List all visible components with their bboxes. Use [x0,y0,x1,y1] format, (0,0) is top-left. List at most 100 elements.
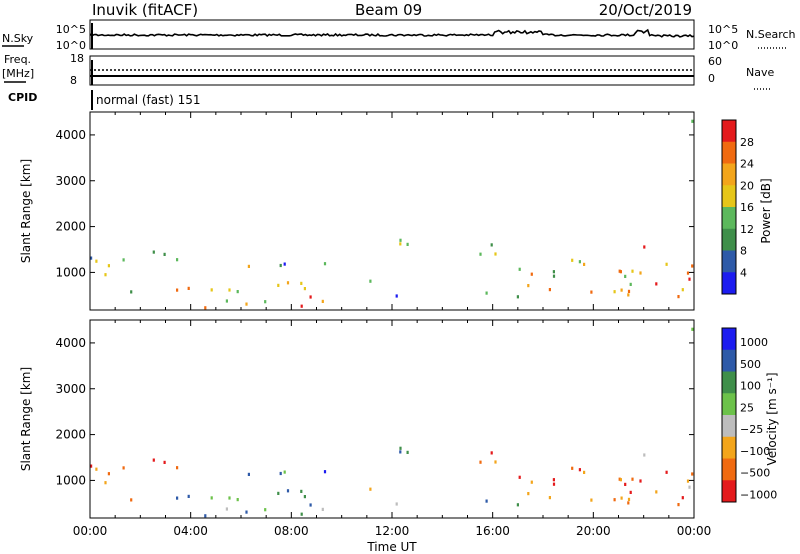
data-cell [688,277,691,281]
velocity-ylabel: Slant Range [km] [19,367,33,471]
xtick-label: 00:00 [73,524,108,538]
colorbar-frame [721,327,737,503]
data-cell [283,262,286,266]
colorbar-tick-label: 16 [740,201,754,214]
data-cell [395,502,398,506]
data-cell [681,496,684,500]
data-cell [618,269,621,273]
data-cell [681,288,684,292]
data-cell [122,466,125,470]
data-cell [631,477,634,481]
data-cell [236,498,239,502]
data-cell [527,284,530,288]
data-cell [264,508,267,512]
cpid-label: CPID [8,91,37,104]
colorbar-segment [722,228,736,251]
data-cell [247,264,250,268]
noise-left-tick-bottom: 10^0 [56,39,86,52]
data-cell [629,282,632,286]
freq-label: Freq. [4,53,31,66]
data-cell [300,489,303,493]
data-cell [104,481,107,485]
data-cell [665,262,668,266]
data-cell [639,271,642,275]
data-cell [624,482,627,486]
data-cell [300,281,303,285]
data-cell [303,287,306,291]
xtick-label: 04:00 [173,524,208,538]
data-cell [494,460,497,464]
data-cell [691,327,694,331]
data-cell [210,496,213,500]
velocity-data [90,327,694,518]
data-cell [300,512,303,516]
ytick-label: 1000 [55,473,86,487]
data-cell [228,288,231,292]
data-cell [225,299,228,303]
data-cell [691,264,694,268]
colorbar-segment [722,393,736,416]
data-cell [552,482,556,486]
data-cell [187,494,190,498]
data-cell [107,264,110,268]
nsearch-label: N.Search [746,28,796,41]
data-cell [655,282,658,286]
cpid-program: normal (fast) 151 [96,93,200,107]
data-cell [624,274,627,278]
freq-tick-bottom: 8 [70,74,77,87]
data-cell [245,510,248,514]
data-cell [643,245,646,249]
power-ylabel: Slant Range [km] [19,159,33,263]
colorbar-tick-label: 28 [740,136,754,149]
freq-unit: [MHz] [2,67,34,80]
noise-right-tick-top: 10^5 [708,23,738,36]
ytick-label: 3000 [55,382,86,396]
nave-label: Nave [746,66,774,79]
data-cell [479,252,482,256]
colorbar-segment [722,458,736,481]
nsky-series [89,28,695,38]
data-cell [516,295,519,299]
colorbar-tick-label: 8 [740,245,747,258]
data-cell [286,489,290,493]
data-cell [279,471,282,476]
colorbar-segment [722,272,736,295]
data-cell [620,496,623,500]
data-cell [90,256,93,260]
data-cell [303,495,306,499]
data-cell [176,496,179,500]
data-cell [309,503,312,507]
data-cell [122,258,125,262]
data-cell [406,242,409,246]
freq-tick-top: 18 [70,52,84,65]
data-cell [130,290,133,294]
data-cell [629,490,632,494]
data-cell [527,492,530,496]
data-cell [279,263,282,268]
data-cell [163,252,166,256]
xtick-label: 12:00 [375,524,410,538]
data-cell [187,286,190,290]
data-cell [130,498,133,502]
data-cell [548,496,551,500]
colorbar-tick-label: −500 [740,467,770,480]
noise-panel: N.Sky 10^5 10^0 10^5 10^0 N.Search [2,19,796,52]
power-colorbar-label: Power [dB] [759,178,773,243]
data-cell [590,498,593,502]
data-cell [643,453,646,457]
data-cell [323,470,327,474]
data-cell [516,503,519,507]
data-cell [107,472,110,476]
colorbar-segment [722,207,736,230]
data-cell [485,291,488,295]
colorbar-segment [722,349,736,372]
data-cell [236,290,239,294]
colorbar-tick-label: 12 [740,223,754,236]
colorbar-segment [722,415,736,438]
data-cell [619,270,622,274]
colorbar-tick-label: 24 [740,158,754,171]
data-cell [152,458,155,462]
data-cell [95,467,98,471]
beam-title: Beam 09 [355,1,422,19]
